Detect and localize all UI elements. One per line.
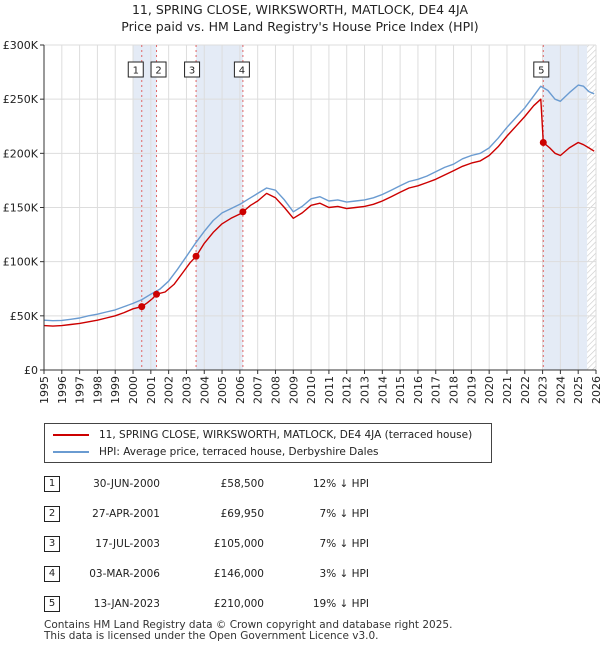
transaction-marker	[192, 252, 200, 260]
legend-swatch-property	[53, 434, 89, 436]
transaction-marker	[138, 303, 146, 311]
x-tick-label: 1997	[74, 376, 87, 404]
transaction-number: 2	[44, 506, 60, 522]
transaction-date: 27-APR-2001	[92, 508, 160, 520]
x-tick-label: 2001	[145, 376, 158, 404]
x-tick-label: 2024	[554, 376, 567, 404]
x-tick-label: 2007	[252, 376, 265, 404]
x-tick-label: 2013	[359, 376, 372, 404]
x-tick-label: 2003	[180, 376, 193, 404]
x-tick-label: 2019	[465, 376, 478, 404]
y-tick-label: £300K	[3, 39, 39, 52]
y-tick-label: £100K	[3, 256, 39, 269]
x-tick-label: 2017	[430, 376, 443, 404]
property-series-line	[43, 98, 595, 327]
transaction-hpi-diff: 12% ↓ HPI	[312, 478, 369, 490]
x-tick-label: 2004	[198, 376, 211, 404]
transaction-marker	[153, 290, 161, 298]
x-tick-label: 2011	[323, 376, 336, 404]
y-tick-label: £250K	[3, 93, 39, 106]
x-tick-label: 2026	[590, 376, 600, 404]
legend-item-hpi: HPI: Average price, terraced house, Derb…	[53, 444, 379, 460]
transaction-price: £58,500	[220, 478, 264, 490]
x-tick-label: 1996	[56, 376, 69, 404]
transaction-number: 4	[44, 566, 60, 582]
transaction-price: £105,000	[213, 538, 264, 550]
chart-title: 11, SPRING CLOSE, WIRKSWORTH, MATLOCK, D…	[131, 2, 469, 17]
x-tick-label: 2008	[269, 376, 282, 404]
transaction-price: £69,950	[220, 508, 264, 520]
transaction-box-label: 5	[538, 66, 544, 77]
table-row: 2 27-APR-2001 £69,950 7% ↓ HPI	[44, 506, 444, 524]
legend-label-property: 11, SPRING CLOSE, WIRKSWORTH, MATLOCK, D…	[99, 429, 473, 441]
table-row: 4 03-MAR-2006 £146,000 3% ↓ HPI	[44, 566, 444, 584]
price-chart: 1 2 3 4 5 £0 £50K £100K £150K £200K £250K £300K 199…	[3, 39, 600, 404]
x-tick-label: 2016	[412, 376, 425, 404]
transaction-price: £146,000	[213, 568, 264, 580]
x-tick-label: 2009	[287, 376, 300, 404]
transaction-box-frame	[184, 61, 201, 78]
table-row: 1 30-JUN-2000 £58,500 12% ↓ HPI	[44, 476, 444, 494]
footer: Contains HM Land Registry data © Crown c…	[44, 620, 452, 642]
x-tick-label: 2014	[376, 376, 389, 404]
x-tick-label: 1998	[91, 376, 104, 404]
transaction-box-label: 2	[155, 66, 161, 77]
transaction-label-box: 4	[233, 61, 250, 78]
x-tick-label: 2023	[537, 376, 550, 404]
x-tick-label: 1999	[109, 376, 122, 404]
transaction-box-label: 3	[189, 66, 195, 77]
y-tick-label: £150K	[3, 202, 39, 215]
transaction-number: 1	[44, 476, 60, 492]
x-tick-label: 2010	[305, 376, 318, 404]
x-tick-label: 2015	[394, 376, 407, 404]
transaction-hpi-diff: 3% ↓ HPI	[319, 568, 369, 580]
transaction-price: £210,000	[213, 598, 264, 610]
x-tick-label: 2022	[519, 376, 532, 404]
x-tick-label: 2012	[341, 376, 354, 404]
legend-item-property: 11, SPRING CLOSE, WIRKSWORTH, MATLOCK, D…	[53, 427, 472, 443]
transaction-label-box: 3	[184, 61, 201, 78]
x-tick-label: 2020	[483, 376, 496, 404]
hpi-series-line	[43, 84, 595, 322]
transaction-marker	[539, 139, 547, 146]
transaction-date: 13-JAN-2023	[93, 598, 160, 610]
transaction-box-label: 4	[239, 66, 245, 77]
y-tick-label: £0	[24, 364, 38, 377]
footer-copyright: Contains HM Land Registry data © Crown c…	[44, 619, 453, 631]
transaction-label-box: 2	[150, 61, 167, 78]
transaction-date: 03-MAR-2006	[89, 568, 160, 580]
table-row: 3 17-JUL-2003 £105,000 7% ↓ HPI	[44, 536, 444, 554]
transaction-date: 30-JUN-2000	[93, 478, 160, 490]
legend-swatch-hpi	[53, 451, 89, 453]
x-tick-label: 1995	[38, 376, 51, 404]
transaction-marker	[239, 208, 247, 216]
footer-license: This data is licensed under the Open Gov…	[44, 630, 379, 642]
transaction-box-frame	[127, 61, 144, 78]
transaction-number: 5	[44, 596, 60, 612]
legend: 11, SPRING CLOSE, WIRKSWORTH, MATLOCK, D…	[44, 423, 492, 463]
x-tick-label: 2025	[572, 376, 585, 404]
y-tick-label: £50K	[10, 310, 39, 323]
x-tick-label: 2018	[448, 376, 461, 404]
transaction-label-box: 1	[127, 61, 144, 78]
x-tick-label: 2006	[234, 376, 247, 404]
y-tick-label: £200K	[3, 147, 39, 160]
transaction-box-frame	[233, 61, 250, 78]
table-row: 5 13-JAN-2023 £210,000 19% ↓ HPI	[44, 596, 444, 614]
x-tick-label: 2002	[163, 376, 176, 404]
legend-label-hpi: HPI: Average price, terraced house, Derb…	[99, 446, 379, 458]
transaction-date: 17-JUL-2003	[95, 538, 160, 550]
transaction-label-box: 5	[533, 61, 550, 78]
x-tick-label: 2021	[501, 376, 514, 404]
transaction-box-label: 1	[133, 66, 139, 77]
transaction-hpi-diff: 7% ↓ HPI	[319, 538, 369, 550]
transaction-hpi-diff: 7% ↓ HPI	[319, 508, 369, 520]
transaction-hpi-diff: 19% ↓ HPI	[312, 598, 369, 610]
x-tick-label: 2000	[127, 376, 140, 404]
chart-subtitle: Price paid vs. HM Land Registry's House …	[121, 19, 479, 34]
x-tick-label: 2005	[216, 376, 229, 404]
transaction-number: 3	[44, 536, 60, 552]
transaction-box-frame	[150, 61, 167, 78]
transaction-box-frame	[533, 61, 550, 78]
